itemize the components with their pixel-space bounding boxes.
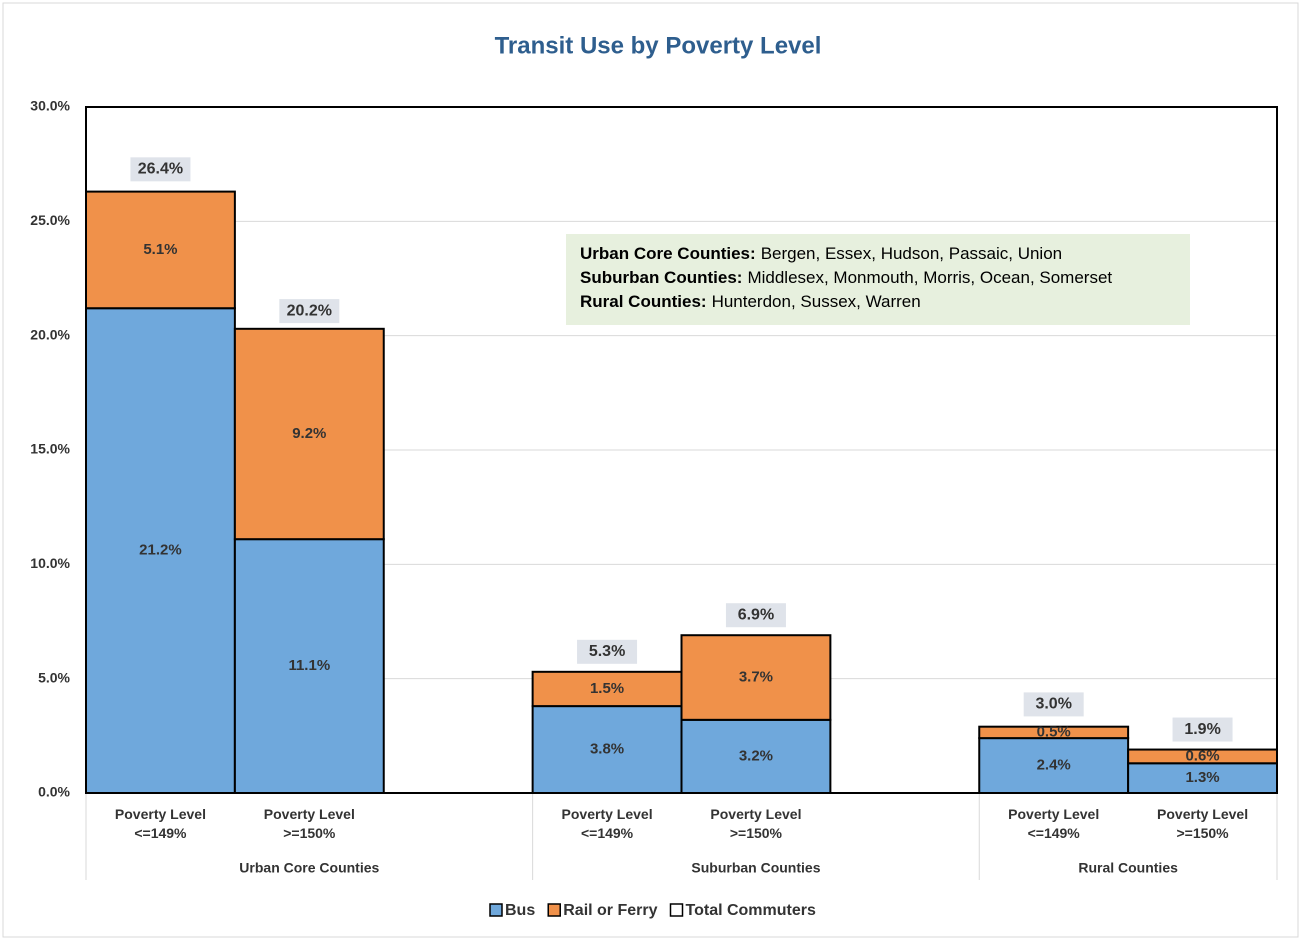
- group-label: Rural Counties: [1078, 860, 1178, 876]
- x-tick-line: >=150%: [283, 825, 336, 841]
- value-label: 0.6%: [1185, 747, 1219, 764]
- bar-segment: [531, 670, 683, 708]
- value-label: 3.2%: [739, 747, 773, 764]
- x-tick-line: >=150%: [1176, 825, 1229, 841]
- y-tick-label: 30.0%: [30, 98, 70, 114]
- total-label-box: [279, 299, 340, 324]
- x-tick-label: Poverty Level >=150%: [1157, 806, 1248, 841]
- y-tick-label: 15.0%: [30, 441, 70, 457]
- x-tick-line: Poverty Level: [115, 806, 206, 822]
- x-tick-label: Poverty Level <=149%: [115, 806, 206, 841]
- annotation-label: Urban Core Counties:: [580, 244, 756, 263]
- bar-segment: [978, 725, 1130, 740]
- x-tick-line: <=149%: [134, 825, 187, 841]
- x-tick-label: Poverty Level >=150%: [264, 806, 355, 841]
- total-label-box: [130, 157, 191, 182]
- annotation-label: Rural Counties:: [580, 292, 707, 311]
- total-label: 3.0%: [1035, 696, 1071, 713]
- x-tick-line: <=149%: [581, 825, 634, 841]
- x-tick-line: Poverty Level: [1157, 806, 1248, 822]
- x-tick-label: Poverty Level <=149%: [1008, 806, 1099, 841]
- total-label: 1.9%: [1184, 721, 1220, 738]
- value-label: 0.5%: [1037, 723, 1071, 740]
- plot-frame: [85, 106, 1278, 794]
- x-tick-line: Poverty Level: [710, 806, 801, 822]
- legend-swatch: [669, 903, 684, 917]
- total-label: 5.3%: [589, 643, 625, 660]
- value-label: 1.5%: [590, 680, 624, 697]
- bar-segment: [233, 327, 385, 541]
- legend-swatch: [489, 903, 503, 917]
- annotation-text: Bergen, Essex, Hudson, Passaic, Union: [761, 244, 1062, 263]
- value-label: 2.4%: [1037, 757, 1071, 774]
- annotation-label: Suburban Counties:: [580, 268, 742, 287]
- value-label: 21.2%: [139, 542, 182, 559]
- y-tick-label: 10.0%: [30, 555, 70, 571]
- value-label: 11.1%: [288, 657, 330, 674]
- total-label: 26.4%: [138, 161, 183, 178]
- annotation-text: Hunterdon, Sussex, Warren: [712, 292, 921, 311]
- value-label: 1.3%: [1185, 769, 1219, 786]
- annotation-box: [566, 234, 1190, 325]
- total-label-box: [725, 603, 786, 628]
- value-label: 3.8%: [590, 741, 624, 758]
- bar-segment: [978, 737, 1130, 794]
- total-label-box: [1023, 692, 1084, 717]
- value-label: 9.2%: [292, 425, 326, 442]
- value-label: 5.1%: [143, 241, 177, 258]
- total-label-box: [577, 639, 638, 664]
- x-tick-line: Poverty Level: [264, 806, 355, 822]
- annotation-line: Rural Counties: Hunterdon, Sussex, Warren: [580, 292, 921, 311]
- bar-segment: [680, 634, 832, 721]
- annotation-line: Suburban Counties: Middlesex, Monmouth, M…: [580, 268, 1112, 287]
- x-tick-line: <=149%: [1028, 825, 1081, 841]
- x-tick-line: >=150%: [730, 825, 783, 841]
- x-tick-label: Poverty Level <=149%: [562, 806, 653, 841]
- x-tick-label: Poverty Level >=150%: [710, 806, 801, 841]
- legend-label: Rail or Ferry: [563, 902, 657, 919]
- legend-swatch: [547, 903, 561, 917]
- legend-label: Bus: [505, 902, 535, 919]
- legend-label: Total Commuters: [686, 902, 816, 919]
- chart-title: Transit Use by Poverty Level: [495, 32, 822, 59]
- annotation-line: Urban Core Counties: Bergen, Essex, Hudso…: [580, 244, 1062, 263]
- group-label: Urban Core Counties: [239, 860, 379, 876]
- annotation-text: Middlesex, Monmouth, Morris, Ocean, Some…: [747, 268, 1112, 287]
- x-tick-line: Poverty Level: [562, 806, 653, 822]
- group-label: Suburban Counties: [691, 860, 820, 876]
- bar-segment: [680, 718, 832, 794]
- total-label-box: [1172, 717, 1233, 742]
- total-label: 20.2%: [287, 302, 332, 319]
- x-tick-line: Poverty Level: [1008, 806, 1099, 822]
- y-tick-label: 0.0%: [38, 784, 70, 800]
- y-tick-label: 25.0%: [30, 212, 70, 228]
- value-label: 3.7%: [739, 668, 773, 685]
- y-tick-label: 5.0%: [38, 669, 70, 685]
- total-label: 6.9%: [738, 606, 774, 623]
- y-tick-label: 20.0%: [30, 326, 70, 342]
